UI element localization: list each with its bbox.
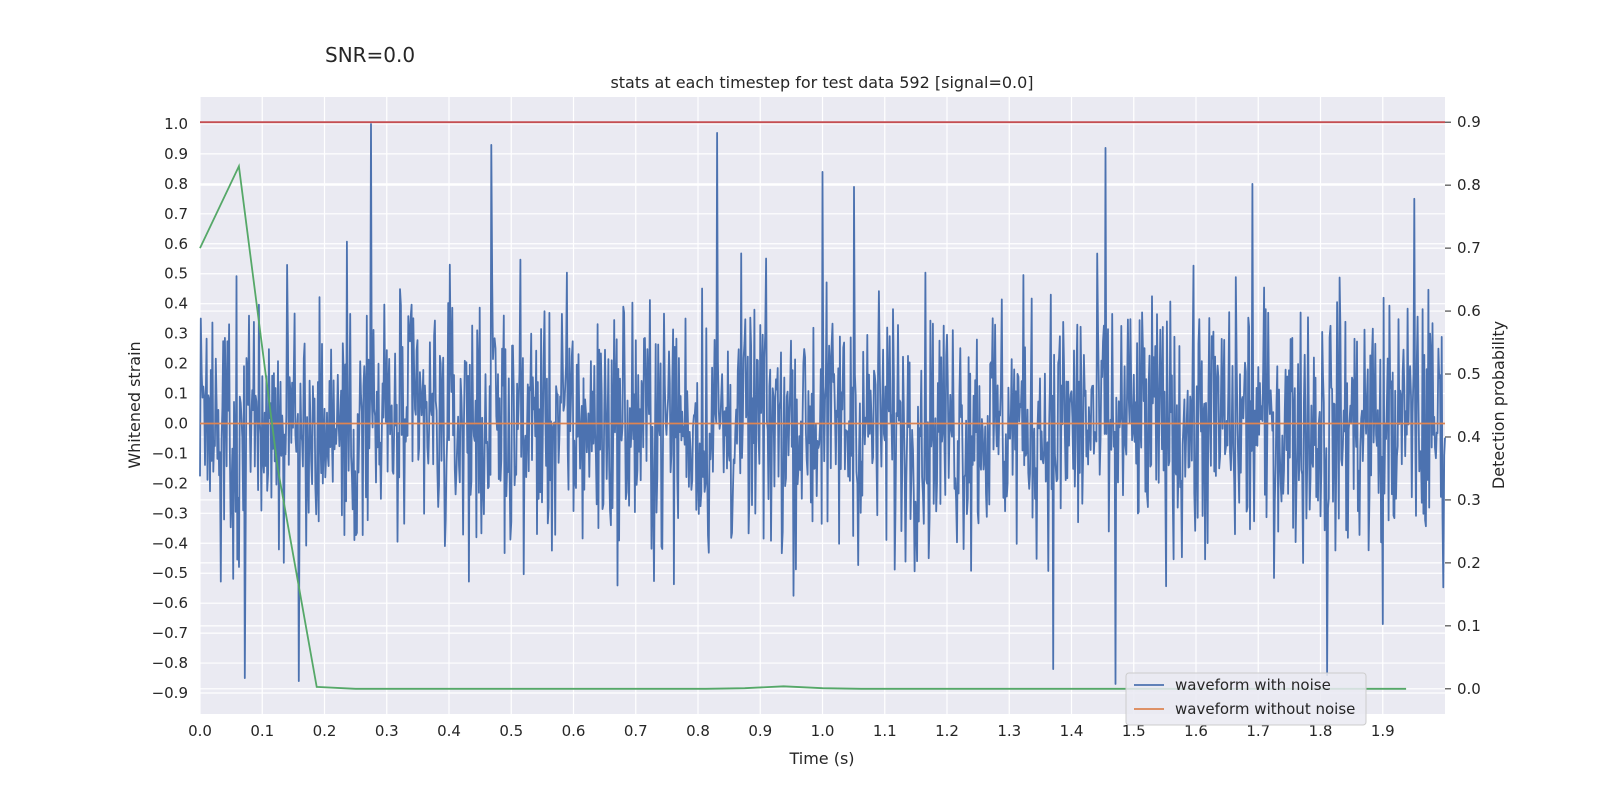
y2-axis-ticks: 0.9 0.8 0.7 0.6 0.5 0.4 0.3 0.2 0.1 0.0 (1445, 113, 1481, 698)
y2-tick-label: 0.2 (1457, 554, 1481, 572)
y-tick-label: −0.3 (152, 504, 188, 522)
chart-title: stats at each timestep for test data 592… (610, 73, 1033, 92)
y2-tick-label: 0.5 (1457, 365, 1481, 383)
x-tick-label: 0.6 (562, 722, 586, 740)
x-tick-label: 0.4 (437, 722, 461, 740)
y-tick-label: 0.1 (164, 385, 188, 403)
y-tick-label: 0.3 (164, 325, 188, 343)
y-tick-label: −0.8 (152, 654, 188, 672)
y-tick-label: 0.0 (164, 414, 188, 432)
y-tick-label: −0.6 (152, 594, 188, 612)
y-tick-label: 0.9 (164, 145, 188, 163)
legend: waveform with noise waveform without noi… (1125, 672, 1367, 726)
x-tick-label: 0.0 (188, 722, 212, 740)
legend-label-noise: waveform with noise (1175, 676, 1331, 694)
x-tick-label: 1.0 (811, 722, 835, 740)
y2-tick-label: 0.4 (1457, 428, 1481, 446)
legend-label-clean: waveform without noise (1175, 700, 1355, 718)
x-tick-label: 1.9 (1371, 722, 1395, 740)
x-tick-label: 1.3 (997, 722, 1021, 740)
y2-tick-label: 0.7 (1457, 239, 1481, 257)
x-tick-label: 0.9 (748, 722, 772, 740)
y-tick-label: 0.6 (164, 235, 188, 253)
y-tick-label: 0.8 (164, 175, 188, 193)
x-tick-label: 0.3 (375, 722, 399, 740)
y-tick-label: −0.7 (152, 624, 188, 642)
x-tick-label: 1.6 (1184, 722, 1208, 740)
y2-tick-label: 0.9 (1457, 113, 1481, 131)
y2-tick-label: 0.3 (1457, 491, 1481, 509)
x-tick-label: 1.8 (1309, 722, 1333, 740)
y-tick-label: −0.1 (152, 444, 188, 462)
y2-tick-label: 0.1 (1457, 617, 1481, 635)
x-tick-label: 1.5 (1122, 722, 1146, 740)
x-axis-ticks: 0.0 0.1 0.2 0.3 0.4 0.5 0.6 0.7 0.8 0.9 1.0 1.1 1.2 1… (188, 722, 1395, 740)
legend-box (1125, 672, 1367, 726)
series-layer (199, 121, 1446, 690)
y-tick-label: −0.2 (152, 474, 188, 492)
x-tick-label: 0.2 (313, 722, 337, 740)
y2-tick-label: 0.0 (1457, 680, 1481, 698)
y-tick-label: 0.2 (164, 355, 188, 373)
x-axis-label: Time (s) (788, 749, 854, 768)
y-axis-label: Whitened strain (125, 341, 144, 468)
y2-tick-label: 0.8 (1457, 176, 1481, 194)
y-tick-label: 0.4 (164, 295, 188, 313)
y-tick-label: −0.5 (152, 564, 188, 582)
figure-suptitle: SNR=0.0 (325, 43, 415, 67)
y-tick-label: 1.0 (164, 115, 188, 133)
y-tick-label: −0.4 (152, 534, 188, 552)
y-axis-ticks: 1.0 0.9 0.8 0.7 0.6 0.5 0.4 0.3 0.2 0.1 0.0 −0.1 −0.… (152, 115, 188, 702)
y-tick-label: 0.5 (164, 265, 188, 283)
y-tick-label: 0.7 (164, 205, 188, 223)
x-tick-label: 0.8 (686, 722, 710, 740)
x-tick-label: 0.7 (624, 722, 648, 740)
x-tick-label: 0.1 (250, 722, 274, 740)
y-tick-label: −0.9 (152, 684, 188, 702)
x-tick-label: 0.5 (499, 722, 523, 740)
y2-axis-label: Detection probability (1489, 321, 1508, 489)
y2-tick-label: 0.6 (1457, 302, 1481, 320)
x-tick-label: 1.1 (873, 722, 897, 740)
x-tick-label: 1.7 (1246, 722, 1270, 740)
x-tick-label: 1.2 (935, 722, 959, 740)
series-waveform-with-noise (199, 123, 1446, 685)
x-tick-label: 1.4 (1060, 722, 1084, 740)
